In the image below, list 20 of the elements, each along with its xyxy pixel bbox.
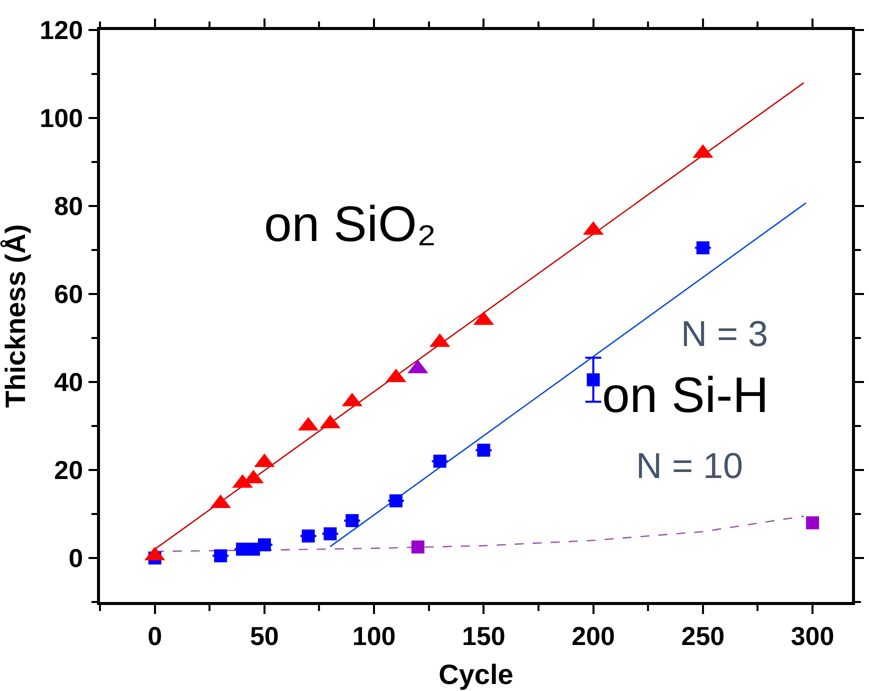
x-tick-label: 50 (250, 620, 279, 651)
annotation: N = 10 (636, 445, 744, 486)
annotation: on SiO₂ (264, 196, 436, 252)
x-tick-label: 150 (462, 620, 506, 651)
x-tick-label: 0 (148, 620, 162, 651)
annotation: on Si-H (602, 367, 769, 423)
y-tick-label: 40 (54, 367, 84, 398)
y-tick-label: 120 (40, 15, 84, 46)
y-tick-label: 60 (54, 279, 84, 310)
y-tick-label: 100 (40, 103, 84, 134)
y-tick-label: 20 (54, 455, 84, 486)
x-axis-title: Cycle (438, 659, 514, 690)
x-tick-label: 200 (572, 620, 615, 651)
y-tick-label: 0 (68, 543, 84, 574)
annotation: N = 3 (681, 313, 768, 354)
y-axis-title: Thickness (Å) (0, 224, 31, 408)
x-tick-label: 100 (352, 620, 396, 651)
y-tick-label: 80 (54, 191, 84, 222)
x-tick-label: 250 (681, 620, 725, 651)
x-tick-label: 300 (790, 620, 834, 651)
